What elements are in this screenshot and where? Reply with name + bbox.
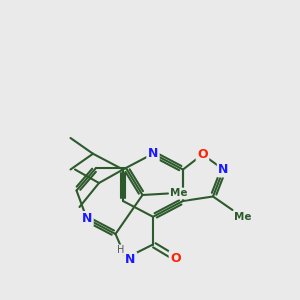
Text: Me: Me [170, 188, 188, 199]
Text: Me: Me [234, 212, 251, 221]
Text: H: H [117, 245, 124, 255]
Text: O: O [197, 148, 208, 161]
Text: N: N [218, 163, 229, 176]
Text: N: N [125, 253, 136, 266]
Text: N: N [82, 212, 92, 226]
Text: O: O [170, 251, 181, 265]
Text: N: N [148, 147, 158, 160]
